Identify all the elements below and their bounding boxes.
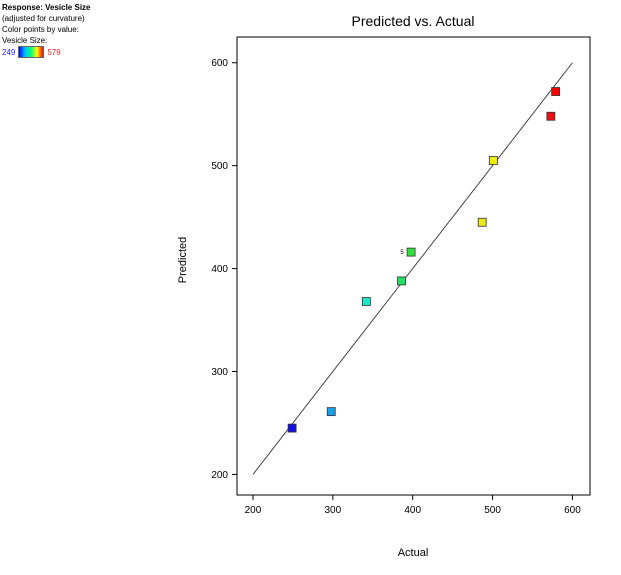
legend-response-title: Response: Vesicle Size — [2, 3, 91, 12]
x-axis-title: Actual — [398, 547, 429, 559]
data-point — [477, 217, 487, 227]
plot-frame — [236, 36, 591, 496]
reference-line — [252, 62, 573, 475]
data-point — [551, 87, 561, 96]
data-point — [546, 111, 556, 121]
data-point-label: 5 — [400, 250, 404, 256]
x-tick-label: 500 — [484, 505, 501, 516]
y-tick-label: 200 — [211, 470, 228, 481]
x-tick-label: 600 — [564, 505, 581, 516]
data-point — [361, 297, 371, 306]
chart-title: Predicted vs. Actual — [352, 13, 475, 29]
data-point — [287, 423, 297, 433]
y-tick-label: 400 — [211, 264, 228, 275]
y-tick-label: 500 — [211, 161, 228, 172]
data-point — [406, 247, 416, 257]
legend-color-by: Color points by value: — [2, 25, 79, 34]
legend-subtitle: (adjusted for curvature) — [2, 14, 85, 23]
y-tick-label: 600 — [211, 58, 228, 69]
legend-min-value: 249 — [2, 47, 16, 57]
data-point — [488, 156, 498, 165]
x-tick-label: 400 — [404, 505, 421, 516]
legend-gradient-bar — [18, 46, 45, 58]
legend-max-value: 579 — [47, 47, 61, 57]
data-point — [397, 276, 406, 286]
color-legend: Response: Vesicle Size (adjusted for cur… — [2, 2, 91, 58]
data-point — [326, 407, 336, 417]
legend-scale-row: 249 579 — [2, 46, 91, 58]
x-tick-label: 200 — [245, 505, 262, 516]
x-tick-label: 300 — [324, 505, 341, 516]
chart-marks: 200 300 400 500 600 200 300 400 500 600 5 — [211, 58, 581, 516]
legend-variable-label: Vesicle Size: — [2, 36, 48, 45]
y-axis-title: Predicted — [177, 237, 189, 283]
y-tick-label: 300 — [211, 367, 228, 378]
